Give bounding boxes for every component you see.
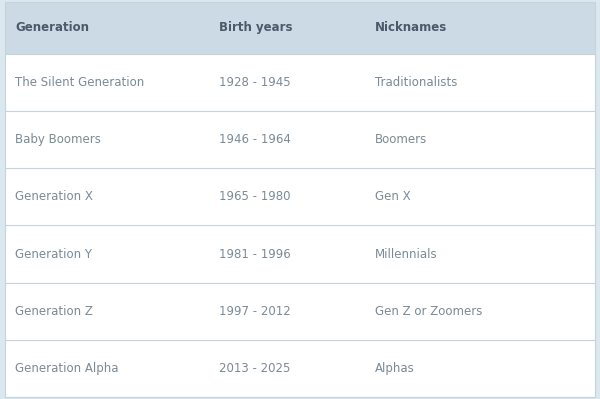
Text: Alphas: Alphas — [375, 362, 415, 375]
Text: Generation Z: Generation Z — [15, 305, 93, 318]
Text: Birth years: Birth years — [219, 22, 293, 34]
Text: Traditionalists: Traditionalists — [375, 76, 457, 89]
Bar — [5, 2, 595, 54]
Text: Gen Z or Zoomers: Gen Z or Zoomers — [375, 305, 482, 318]
Text: Generation X: Generation X — [15, 190, 93, 203]
Bar — [5, 111, 595, 168]
Text: 1965 - 1980: 1965 - 1980 — [219, 190, 290, 203]
Text: Boomers: Boomers — [375, 133, 427, 146]
Text: 1928 - 1945: 1928 - 1945 — [219, 76, 290, 89]
Text: The Silent Generation: The Silent Generation — [15, 76, 144, 89]
Text: 1946 - 1964: 1946 - 1964 — [219, 133, 291, 146]
Text: Generation Y: Generation Y — [15, 247, 92, 261]
Bar — [5, 54, 595, 111]
Text: Generation: Generation — [15, 22, 89, 34]
Bar — [5, 225, 595, 282]
Text: Gen X: Gen X — [375, 190, 410, 203]
Bar — [5, 282, 595, 340]
Text: Nicknames: Nicknames — [375, 22, 447, 34]
Bar — [5, 168, 595, 225]
Text: 2013 - 2025: 2013 - 2025 — [219, 362, 290, 375]
Text: Generation Alpha: Generation Alpha — [15, 362, 119, 375]
Text: 1981 - 1996: 1981 - 1996 — [219, 247, 291, 261]
Text: Millennials: Millennials — [375, 247, 437, 261]
Bar — [5, 340, 595, 397]
Text: 1997 - 2012: 1997 - 2012 — [219, 305, 291, 318]
Text: Baby Boomers: Baby Boomers — [15, 133, 101, 146]
